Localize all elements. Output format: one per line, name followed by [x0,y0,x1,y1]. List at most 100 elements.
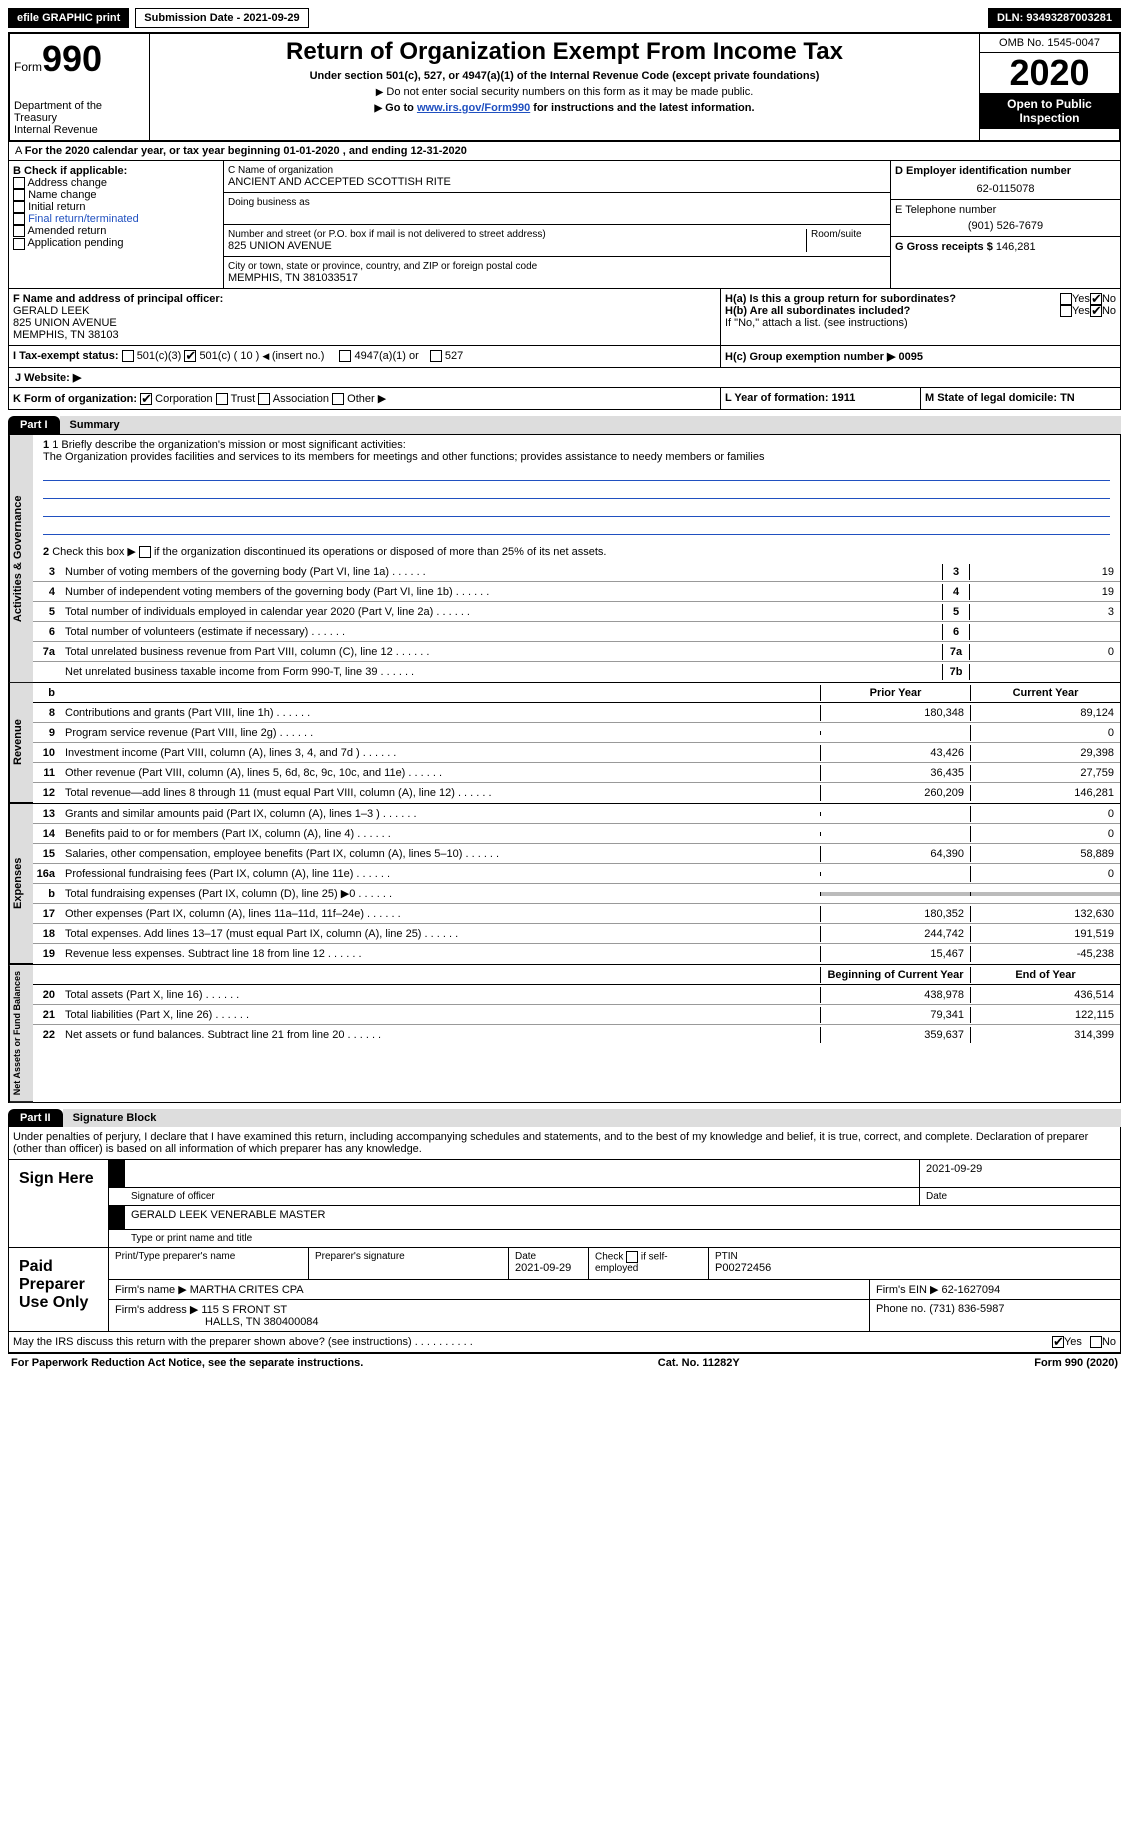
city-state-zip: MEMPHIS, TN 381033517 [228,272,886,284]
tax-year: 2020 [980,53,1119,93]
part1-label: Part I [8,416,60,434]
line-box: 7b [942,664,970,680]
line-num: 15 [33,848,61,860]
prep-name-label: Print/Type preparer's name [115,1251,302,1262]
ptin-label: PTIN [715,1251,1114,1262]
line-text: Total expenses. Add lines 13–17 (must eq… [61,926,820,942]
current-value: 314,399 [970,1027,1120,1043]
current-value: 0 [970,866,1120,882]
ha-yes[interactable] [1060,293,1072,305]
may-discuss: May the IRS discuss this return with the… [13,1336,1052,1348]
check-assoc[interactable] [258,393,270,405]
current-value: 89,124 [970,705,1120,721]
line-text: Benefits paid to or for members (Part IX… [61,826,820,842]
line-text: Contributions and grants (Part VIII, lin… [61,705,820,721]
line-j: J Website: ▶ [8,368,1121,388]
prior-value: 359,637 [820,1027,970,1043]
efile-label: efile GRAPHIC print [8,8,129,28]
check-trust[interactable] [216,393,228,405]
check-q2[interactable] [139,546,151,558]
prior-value: 64,390 [820,846,970,862]
check-other[interactable] [332,393,344,405]
omb-number: OMB No. 1545-0047 [980,34,1119,53]
check-4947[interactable] [339,350,351,362]
line-text: Other expenses (Part IX, column (A), lin… [61,906,820,922]
line-num: 17 [33,908,61,920]
q1-label: 1 Briefly describe the organization's mi… [52,439,406,451]
dln: DLN: 93493287003281 [988,8,1121,28]
line-num: 14 [33,828,61,840]
line-box: 5 [942,604,970,620]
line-num: 3 [33,566,61,578]
boy-header: Beginning of Current Year [820,967,970,983]
prior-value [820,731,970,735]
dba-label: Doing business as [228,197,886,208]
phone-label: E Telephone number [895,204,1116,216]
may-yes[interactable] [1052,1336,1064,1348]
part2-title: Signature Block [63,1109,1121,1127]
firm-phone: Phone no. (731) 836-5987 [870,1300,1120,1331]
mission-text: The Organization provides facilities and… [43,451,1110,463]
dept-label: Department of the Treasury [14,100,145,124]
current-value: -45,238 [970,946,1120,962]
irs-label: Internal Revenue [14,124,145,136]
check-501c[interactable] [184,350,196,362]
line-value: 19 [970,584,1120,600]
line-num: 20 [33,989,61,1001]
check-initial[interactable] [13,201,25,213]
line-text: Investment income (Part VIII, column (A)… [61,745,820,761]
line-num: 7a [33,646,61,658]
current-value: 0 [970,826,1120,842]
line-num: 8 [33,707,61,719]
officer-name: GERALD LEEK [13,305,716,317]
check-amended[interactable] [13,225,25,237]
check-name[interactable] [13,189,25,201]
line-value: 3 [970,604,1120,620]
firm-ein: Firm's EIN ▶ 62-1627094 [870,1280,1120,1299]
check-self-employed[interactable] [626,1251,638,1263]
check-corp[interactable] [140,393,152,405]
prior-value: 15,467 [820,946,970,962]
irs-link[interactable]: www.irs.gov/Form990 [417,102,530,114]
ein-value: 62-0115078 [895,183,1116,195]
line-num: 22 [33,1029,61,1041]
line-box: 7a [942,644,970,660]
current-value: 0 [970,806,1120,822]
prior-value [820,872,970,876]
prior-year-header: Prior Year [820,685,970,701]
line-box: 3 [942,564,970,580]
line-value: 19 [970,564,1120,580]
may-no[interactable] [1090,1336,1102,1348]
street-address: 825 UNION AVENUE [228,240,806,252]
prior-value [820,832,970,836]
phone-value: (901) 526-7679 [895,220,1116,232]
check-501c3[interactable] [122,350,134,362]
prior-value: 36,435 [820,765,970,781]
current-year-header: Current Year [970,685,1120,701]
check-527[interactable] [430,350,442,362]
box-b: B Check if applicable: Address change Na… [9,161,224,288]
check-pending[interactable] [13,238,25,250]
line-num: 5 [33,606,61,618]
line-text: Net unrelated business taxable income fr… [61,664,942,680]
check-address[interactable] [13,177,25,189]
firm-addr2: HALLS, TN 380400084 [115,1316,863,1328]
self-emp-label: Check if self-employed [595,1251,702,1274]
addr-label: Number and street (or P.O. box if mail i… [228,229,806,240]
form-title: Return of Organization Exempt From Incom… [154,38,975,66]
current-value: 146,281 [970,785,1120,801]
check-final[interactable] [13,213,25,225]
line-num: 16a [33,868,61,880]
org-name: ANCIENT AND ACCEPTED SCOTTISH RITE [228,176,886,188]
current-value: 132,630 [970,906,1120,922]
gross-value: 146,281 [996,241,1036,253]
sig-officer-label: Signature of officer [125,1188,920,1205]
prep-sig-label: Preparer's signature [315,1251,502,1262]
goto-prefix: Go to [374,102,416,114]
hb-no[interactable] [1090,305,1102,317]
room-label: Room/suite [811,229,886,240]
current-value [970,892,1120,896]
hb-yes[interactable] [1060,305,1072,317]
line-num: 12 [33,787,61,799]
ha-label: H(a) Is this a group return for subordin… [725,293,1060,305]
